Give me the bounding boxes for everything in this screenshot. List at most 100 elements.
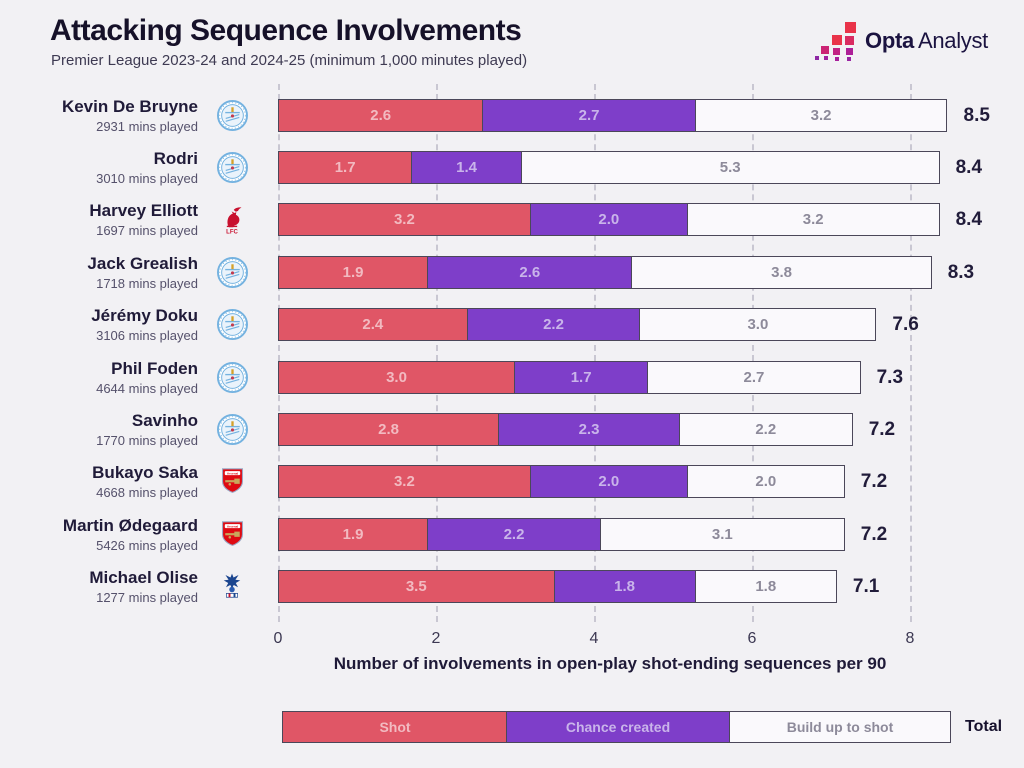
bar-value-label: 2.7 — [578, 106, 600, 124]
legend-item-chance-created: Chance created — [506, 711, 730, 743]
bar-segment-shot: 3.5 — [278, 570, 555, 604]
player-mins: 1697 mins played — [96, 223, 198, 239]
x-tick-label: 0 — [273, 630, 283, 647]
player-mins: 5426 mins played — [96, 537, 198, 553]
bar-segment-chance-created: 2.0 — [529, 465, 688, 499]
bar-value-label: 3.5 — [405, 578, 427, 596]
player-mins: 1277 mins played — [96, 590, 198, 606]
bar-value-label: 3.2 — [393, 211, 415, 229]
bar-value-label: 2.2 — [543, 316, 564, 334]
gridline-x-8 — [910, 84, 912, 622]
x-tick-label: 6 — [747, 630, 757, 647]
bar-value-label: 2.3 — [578, 421, 600, 439]
player-mins: 4668 mins played — [96, 485, 198, 501]
bar-segment-build-up: 3.1 — [599, 517, 845, 551]
bar-segment-shot: 1.9 — [278, 517, 429, 551]
player-name: Michael Olise — [89, 568, 198, 588]
bar-value-label: 1.9 — [342, 263, 364, 281]
legend-item-shot: Shot — [282, 711, 508, 743]
bar-segment-chance-created: 2.2 — [466, 308, 641, 342]
x-axis-label: Number of involvements in open-play shot… — [333, 654, 887, 673]
player-label: Phil Foden 4644 mins played — [0, 351, 198, 403]
bar-segment-shot: 1.7 — [278, 151, 413, 185]
legend-item-build-up: Build up to shot — [729, 711, 951, 743]
stacked-bar: 3.2 2.0 2.0 — [278, 465, 845, 499]
player-name: Savinho — [131, 411, 198, 431]
player-row: Michael Olise 1277 mins played 3.5 1.8 1.8 7… — [0, 561, 1024, 613]
player-row: Harvey Elliott 1697 mins played LFC 3.2 2.0… — [0, 194, 1024, 246]
bar-segment-build-up: 2.0 — [686, 465, 845, 499]
bar-value-label: 2.8 — [378, 421, 400, 439]
club-badge-arsenal-icon: Arsenal — [212, 508, 252, 560]
bar-value-label: 2.2 — [503, 525, 525, 543]
bar-value-label: 2.7 — [743, 368, 765, 386]
player-mins: 3106 mins played — [96, 328, 198, 344]
player-mins: 2931 mins played — [96, 118, 198, 134]
player-row: Martin Ødegaard 5426 mins played Arsenal … — [0, 508, 1024, 560]
player-name: Kevin De Bruyne — [61, 96, 198, 116]
player-label: Michael Olise 1277 mins played — [0, 561, 198, 613]
bar-value-label: 1.7 — [570, 368, 592, 386]
player-mins: 1718 mins played — [96, 275, 198, 291]
bar-value-label: 2.4 — [362, 316, 384, 334]
bar-value-label: 2.0 — [598, 473, 620, 491]
club-badge-man-city-icon — [212, 351, 252, 403]
bar-value-label: 3.0 — [386, 368, 407, 386]
bar-value-label: 1.9 — [342, 525, 364, 543]
club-badge-liverpool-icon: LFC — [212, 194, 252, 246]
opta-logo-mark-icon — [815, 22, 857, 61]
player-name: Jérémy Doku — [91, 306, 198, 326]
bar-value-label: 2.0 — [598, 211, 620, 229]
bar-segment-shot: 2.8 — [278, 413, 500, 447]
player-name: Harvey Elliott — [89, 201, 198, 221]
bar-value-label: 1.4 — [456, 159, 478, 177]
bar-segment-shot: 3.2 — [278, 203, 531, 237]
bar-segment-chance-created: 2.6 — [427, 255, 633, 289]
player-name: Martin Ødegaard — [62, 515, 198, 535]
player-row: Kevin De Bruyne 2931 mins played 2.6 2.7 3.… — [0, 89, 1024, 141]
bar-value-label: 1.8 — [614, 578, 636, 596]
total-value: 7.2 — [860, 471, 888, 493]
gridline-x-0 — [278, 84, 280, 622]
gridline-x-4 — [594, 84, 596, 622]
total-value: 7.1 — [852, 576, 880, 598]
club-badge-man-city-icon — [212, 89, 252, 141]
bar-segment-chance-created: 1.8 — [553, 570, 696, 604]
player-row: Jack Grealish 1718 mins played 1.9 2.6 3.8 8… — [0, 246, 1024, 298]
player-row: Rodri 3010 mins played 1.7 1.4 5.3 8.4 — [0, 141, 1024, 193]
bar-segment-build-up: 5.3 — [520, 151, 940, 185]
player-label: Harvey Elliott 1697 mins played — [0, 194, 198, 246]
svg-text:Arsenal: Arsenal — [226, 472, 237, 476]
stacked-bar: 2.6 2.7 3.2 — [278, 98, 948, 132]
bar-segment-chance-created: 1.7 — [514, 360, 649, 394]
bar-segment-shot: 2.4 — [278, 308, 468, 342]
stacked-bar: 3.5 1.8 1.8 — [278, 570, 837, 604]
bar-segment-build-up: 2.7 — [647, 360, 861, 394]
bar-segment-build-up: 3.8 — [631, 255, 932, 289]
player-mins: 4644 mins played — [96, 380, 198, 396]
opta-logo-text: Opta Analyst — [865, 28, 988, 53]
x-tick-label: 2 — [431, 630, 441, 647]
total-value: 8.4 — [955, 209, 983, 231]
stacked-bar: 3.2 2.0 3.2 — [278, 203, 940, 237]
svg-text:Arsenal: Arsenal — [226, 524, 237, 528]
player-name: Phil Foden — [111, 358, 198, 378]
bar-segment-build-up: 3.0 — [639, 308, 877, 342]
bar-segment-build-up: 3.2 — [694, 98, 948, 132]
bar-value-label: 1.7 — [334, 159, 356, 177]
bar-value-label: 2.2 — [755, 421, 777, 439]
club-badge-man-city-icon — [212, 403, 252, 455]
svg-text:LFC: LFC — [226, 230, 238, 235]
stacked-bar: 3.0 1.7 2.7 — [278, 360, 861, 394]
player-label: Savinho 1770 mins played — [0, 403, 198, 455]
bar-value-label: 3.2 — [802, 211, 824, 229]
club-badge-crystal-palace-icon — [212, 561, 252, 613]
bar-segment-shot: 3.2 — [278, 465, 531, 499]
bar-segment-shot: 2.6 — [278, 98, 484, 132]
bar-value-label: 1.8 — [755, 578, 777, 596]
x-tick-label: 8 — [905, 630, 915, 647]
bar-value-label: 3.8 — [771, 263, 792, 281]
player-label: Rodri 3010 mins played — [0, 141, 198, 193]
stacked-bar: 1.9 2.2 3.1 — [278, 517, 845, 551]
bar-segment-chance-created: 2.7 — [482, 98, 696, 132]
